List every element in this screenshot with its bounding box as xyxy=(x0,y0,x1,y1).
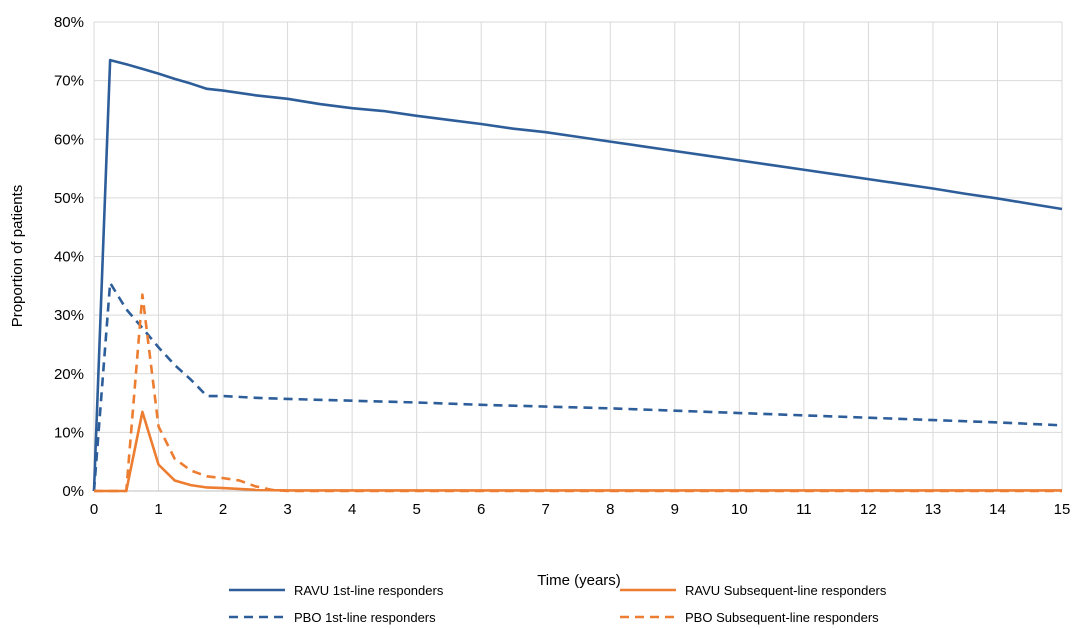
x-tick-label: 10 xyxy=(731,501,748,518)
y-tick-label: 40% xyxy=(54,249,84,266)
series-line-2 xyxy=(92,281,1063,492)
x-tick-label: 2 xyxy=(219,501,227,518)
x-tick-label: 7 xyxy=(542,501,550,518)
x-tick-label: 11 xyxy=(796,501,812,518)
series-lines xyxy=(92,58,1063,493)
x-tick-label: 6 xyxy=(477,501,485,518)
x-tick-label: 3 xyxy=(283,501,291,518)
x-tick-label: 15 xyxy=(1054,501,1071,518)
y-tick-label: 50% xyxy=(54,190,84,207)
legend-label: PBO 1st-line responders xyxy=(294,610,436,625)
x-tick-label: 5 xyxy=(412,501,420,518)
legend-label: PBO Subsequent-line responders xyxy=(685,610,879,625)
y-tick-label: 70% xyxy=(54,73,84,90)
series-line-1 xyxy=(94,410,1062,493)
series-line-0 xyxy=(92,58,1063,492)
y-tick-label: 60% xyxy=(54,131,84,148)
legend-label: RAVU 1st-line responders xyxy=(294,583,444,598)
x-tick-label: 14 xyxy=(989,501,1006,518)
legend: RAVU 1st-line responders RAVU Subsequent-… xyxy=(229,583,887,625)
grid xyxy=(93,21,1063,492)
y-tick-label: 0% xyxy=(62,483,84,500)
x-tick-label: 0 xyxy=(90,501,98,518)
x-tick-label: 13 xyxy=(925,501,942,518)
y-tick-label: 20% xyxy=(54,366,84,383)
y-tick-label: 30% xyxy=(54,307,84,324)
x-tick-label: 8 xyxy=(606,501,614,518)
x-tick-label: 9 xyxy=(671,501,679,518)
y-axis-title: Proportion of patients xyxy=(9,185,26,328)
x-tick-label: 4 xyxy=(348,501,356,518)
y-tick-label: 80% xyxy=(54,14,84,31)
legend-label: RAVU Subsequent-line responders xyxy=(685,583,887,598)
series-line-3 xyxy=(94,293,1062,493)
x-tick-label: 12 xyxy=(860,501,877,518)
tick-labels: 0%10%20%30%40%50%60%70%80%0 1 2 3 4 5 6 7 8 9 10 11… xyxy=(54,14,1070,518)
y-tick-label: 10% xyxy=(54,424,84,441)
x-axis-title: Time (years) xyxy=(537,572,621,589)
x-tick-label: 1 xyxy=(154,501,162,518)
